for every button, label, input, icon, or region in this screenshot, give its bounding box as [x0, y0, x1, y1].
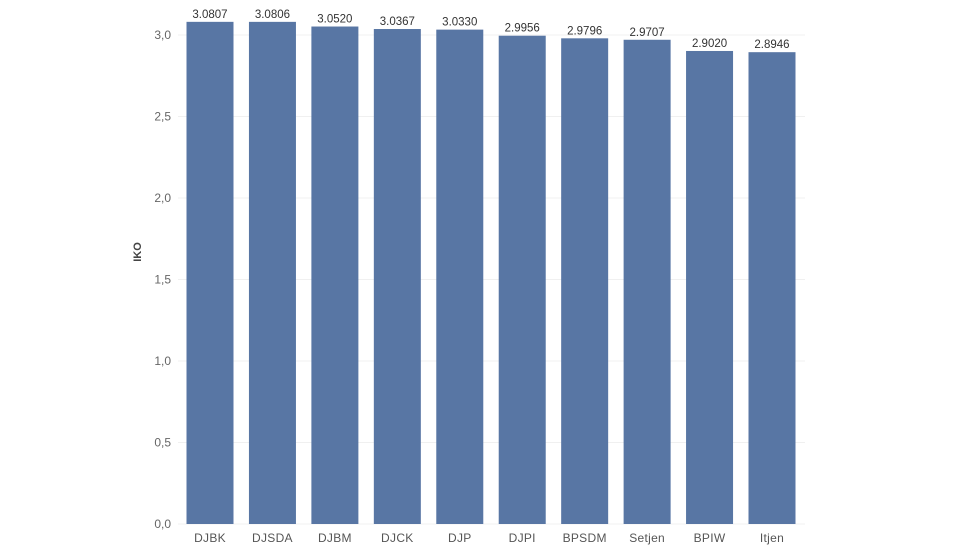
data-label: 2.8946 [754, 39, 789, 51]
x-axis-categories: DJBK DJSDA DJBM DJCK DJP DJPI BPSDM Setjen BPIW I… [194, 531, 784, 545]
bar [311, 26, 359, 525]
bar [623, 39, 671, 524]
y-tick-label: 2,0 [154, 191, 171, 205]
bar [373, 29, 421, 524]
data-label: 2.9707 [630, 27, 665, 39]
y-tick-label: 2,5 [154, 110, 171, 124]
data-label: 2.9956 [505, 23, 540, 35]
data-label: 3.0807 [192, 9, 227, 21]
bars [186, 21, 796, 525]
x-tick-label: DJCK [381, 531, 414, 545]
x-tick-label: Itjen [760, 531, 784, 545]
y-tick-label: 0,5 [154, 436, 171, 450]
data-label: 3.0520 [317, 14, 352, 26]
data-label: 3.0806 [255, 9, 290, 21]
y-axis-ticks: 0,0 0,5 1,0 1,5 2,0 2,5 3,0 [154, 28, 171, 531]
y-tick-label: 1,5 [154, 273, 171, 287]
y-tick-label: 3,0 [154, 28, 171, 42]
data-label: 3.0330 [442, 17, 477, 29]
bar [186, 21, 234, 525]
x-tick-label: DJSDA [252, 531, 293, 545]
data-label: 2.9020 [692, 38, 727, 50]
bar [498, 35, 546, 525]
x-tick-label: DJBK [194, 531, 226, 545]
data-label: 2.9796 [567, 25, 602, 37]
x-tick-label: DJP [448, 531, 472, 545]
x-tick-label: BPSDM [563, 531, 607, 545]
data-label: 3.0367 [380, 16, 415, 28]
y-axis-title: IKO [132, 242, 144, 262]
bar [748, 52, 796, 524]
bar [248, 21, 296, 524]
y-tick-label: 0,0 [154, 517, 171, 531]
y-tick-label: 1,0 [154, 354, 171, 368]
x-tick-label: DJBM [318, 531, 352, 545]
bar [686, 50, 734, 524]
bar [561, 38, 609, 525]
value-labels: 3.0807 3.0806 3.0520 3.0367 3.0330 2.9956 2.97… [192, 9, 789, 51]
x-tick-label: DJPI [509, 531, 536, 545]
x-tick-label: Setjen [629, 531, 665, 545]
bar [436, 29, 484, 524]
x-tick-label: BPIW [694, 531, 726, 545]
